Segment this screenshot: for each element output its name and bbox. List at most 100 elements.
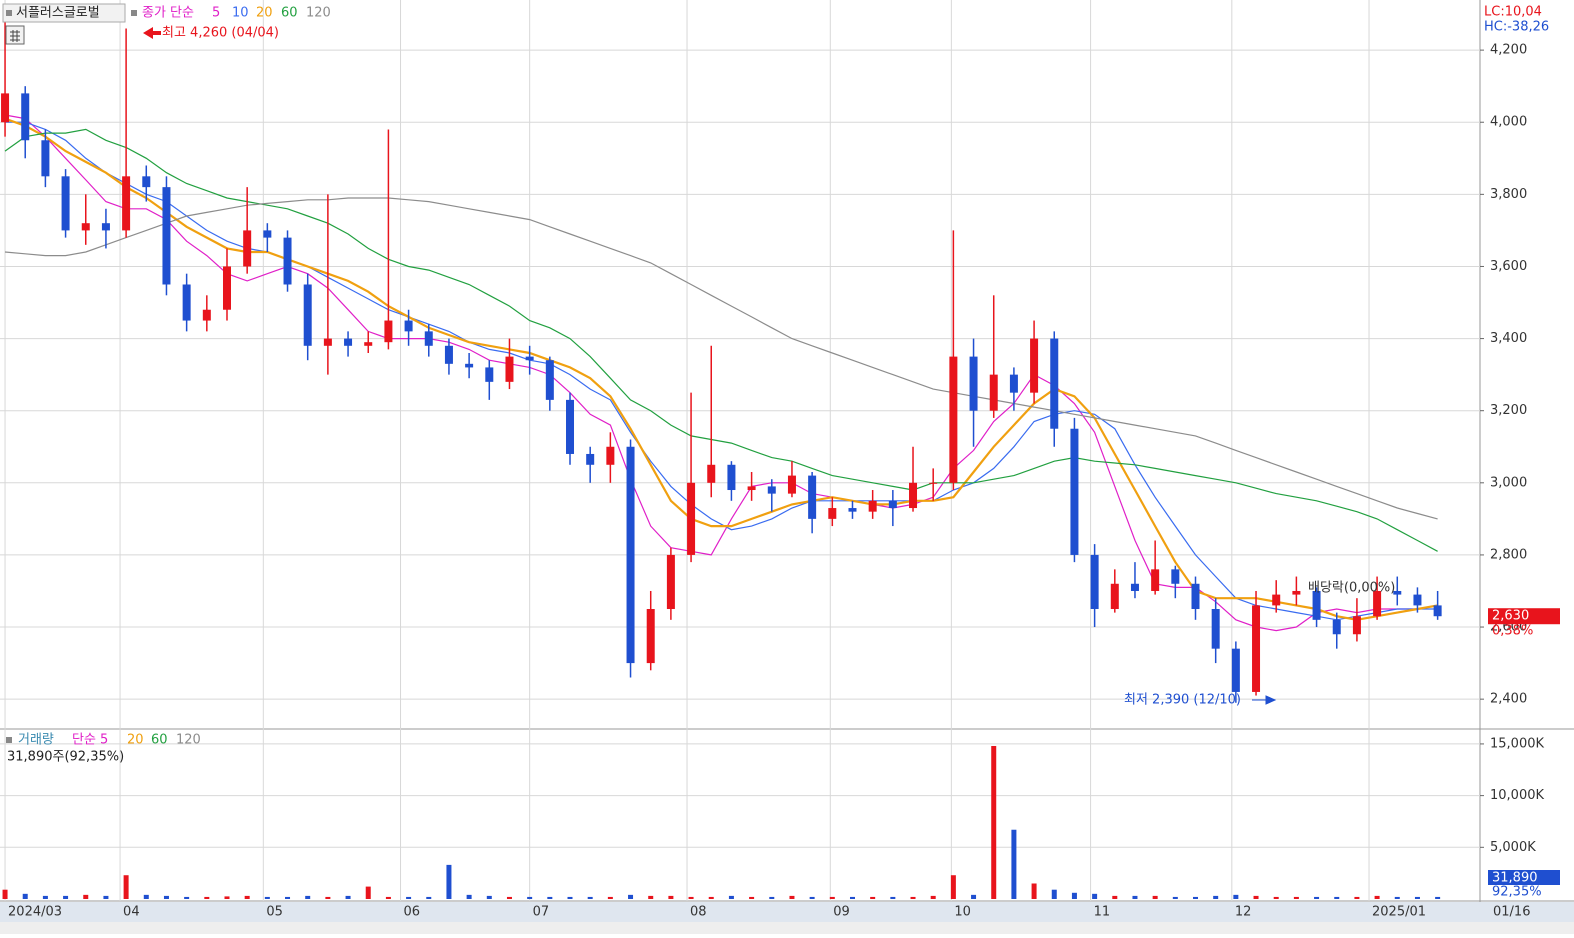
lc-label: LC:10,04 (1484, 5, 1542, 20)
volume-bar (123, 875, 129, 899)
candle-body (525, 356, 534, 361)
candle-body (1272, 594, 1281, 606)
table-icon (10, 30, 20, 42)
last-price-tag (1488, 608, 1560, 625)
volume-bar (466, 894, 472, 899)
low-arrow (1252, 695, 1277, 705)
candle-body (808, 475, 817, 519)
table-button[interactable] (5, 25, 25, 45)
x-tick-label: 06 (404, 905, 421, 920)
legend-icon (6, 10, 12, 16)
volume-bar (688, 896, 694, 899)
volume-bar (728, 895, 734, 899)
candle-body (222, 266, 231, 310)
volume-bar (607, 896, 613, 899)
volume-bar (406, 896, 412, 899)
candle-body (41, 140, 50, 177)
volume-bar (1092, 893, 1098, 899)
candle-body (586, 453, 595, 465)
x-end-label: 01/16 (1493, 905, 1530, 920)
x-tick-label: 07 (533, 905, 550, 920)
x-axis-band (0, 902, 1574, 922)
ma-line (4, 128, 1438, 552)
x-tick-label: 12 (1235, 905, 1252, 920)
legend-icon (6, 737, 12, 743)
candle-body (404, 320, 413, 332)
volume-bar (849, 896, 855, 899)
candle-body (545, 360, 554, 400)
candle-body (505, 356, 514, 382)
candle-body (283, 237, 292, 285)
volume-info: 31,890주(92,35%) (7, 750, 124, 765)
candle-body (1191, 583, 1200, 610)
candle-body (364, 342, 373, 346)
candle-body (263, 230, 272, 238)
candle-body (929, 482, 938, 484)
candle-body (202, 309, 211, 321)
volume-bar (345, 895, 351, 899)
volume-bar (1314, 896, 1320, 899)
volume-bar (1132, 895, 1138, 899)
candle-body (1130, 583, 1139, 591)
y-tick-label: 3,800 (1490, 187, 1527, 202)
candle-body (707, 464, 716, 483)
volume-bar (83, 894, 89, 899)
volume-bar (971, 894, 977, 899)
legend-entry: 10 (232, 6, 249, 21)
volume-bar (285, 896, 291, 899)
volume-bar (42, 895, 48, 899)
stock-name: 서플러스글로벌 (16, 6, 100, 21)
y-tick-label: 5,000K (1490, 840, 1536, 855)
volume-ratio: 92,35% (1492, 885, 1542, 900)
candle-body (1332, 619, 1341, 635)
x-tick-label: 10 (954, 905, 971, 920)
volume-bar (1354, 896, 1360, 899)
volume-bar (991, 745, 997, 899)
volume-tag (1488, 870, 1560, 885)
volume-bar (305, 895, 311, 899)
volume-tag-label: 31,890 (1492, 871, 1538, 886)
candle-body (989, 374, 998, 411)
volume-bar (446, 864, 452, 899)
candle-body (1252, 605, 1261, 692)
candle-body (1231, 648, 1240, 692)
y-tick-label: 4,000 (1490, 115, 1527, 130)
candle-body (1373, 590, 1382, 617)
volume-bar (527, 896, 533, 899)
candle-body (626, 446, 635, 664)
volume-bar (184, 896, 190, 899)
volume-bar (244, 895, 250, 899)
candle-body (81, 223, 90, 231)
volume-bar (1051, 889, 1057, 899)
volume-bar (1112, 895, 1118, 899)
candle-body (767, 486, 776, 494)
candle-body (303, 284, 312, 346)
volume-bar (1435, 896, 1441, 899)
dividend-note: 배당락(0,00%) (1308, 581, 1395, 596)
ma-line (4, 197, 1438, 520)
volume-bar (1414, 896, 1420, 899)
y-tick-label: 3,000 (1490, 475, 1527, 490)
x-tick-label: 08 (690, 905, 707, 920)
x-tick-label: 04 (123, 905, 140, 920)
volume-bar (890, 896, 896, 899)
y-tick-label: 4,200 (1490, 43, 1527, 58)
candle-body (687, 482, 696, 555)
volume-bar (325, 896, 331, 899)
volume-bar (143, 894, 149, 899)
x-tick-label: 2024/03 (8, 905, 62, 920)
volume-bar (22, 893, 28, 899)
marks-layer (1, 21, 1442, 899)
volume-bar (1011, 829, 1017, 899)
volume-bar (930, 895, 936, 899)
volume-bar (950, 875, 956, 899)
volume-bar (365, 886, 371, 899)
volume-bar (870, 896, 876, 899)
high-note: 최고 4,260 (04/04) (162, 26, 279, 41)
candle-body (485, 367, 494, 382)
volume-bar (749, 896, 755, 899)
candle-body (1413, 594, 1422, 606)
legend-entry: 5 (212, 6, 220, 21)
volume-bar (1193, 896, 1199, 899)
